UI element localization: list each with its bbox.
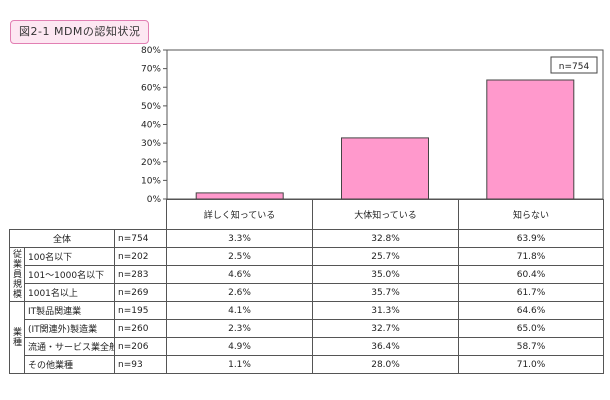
table-cell: 2.5% — [166, 247, 314, 266]
row-n: n=195 — [113, 301, 168, 320]
header-blank — [10, 200, 167, 230]
row-n: n=260 — [113, 319, 168, 338]
table-cell: 36.4% — [312, 337, 460, 356]
row-label: 101～1000名以下 — [24, 265, 115, 284]
y-tick-label: 10% — [141, 176, 161, 186]
row-n: n=269 — [113, 283, 168, 302]
bar-3 — [486, 79, 575, 200]
row-n: n=754 — [113, 229, 168, 248]
bar-1 — [195, 192, 284, 200]
row-n: n=206 — [113, 337, 168, 356]
y-tick-label: 70% — [141, 65, 161, 75]
table-cell: 58.7% — [458, 337, 605, 356]
n-label: n=754 — [559, 62, 590, 72]
y-tick-label: 40% — [141, 121, 161, 131]
table-cell: 60.4% — [458, 265, 605, 284]
table-row: (IT関連外)製造業 n=260 2.3% 32.7% 65.0% — [10, 319, 605, 338]
table-header-row: 詳しく知っている 大体知っている 知らない — [10, 199, 605, 230]
table-cell: 61.7% — [458, 283, 605, 302]
row-label: IT製品関連業 — [24, 301, 115, 320]
table-cell: 71.8% — [458, 247, 605, 266]
table-cell: 2.3% — [166, 319, 314, 338]
table-cell: 31.3% — [312, 301, 460, 320]
row-n: n=93 — [113, 355, 168, 374]
table-cell: 3.3% — [166, 229, 314, 248]
row-n: n=202 — [113, 247, 168, 266]
table-cell: 4.6% — [166, 265, 314, 284]
table-cell: 35.7% — [312, 283, 460, 302]
row-label: 100名以下 — [24, 247, 115, 266]
table-row: 全体 n=754 3.3% 32.8% 63.9% — [9, 229, 605, 248]
y-tick-label: 0% — [147, 195, 162, 205]
table-row: 1001名以上 n=269 2.6% 35.7% 61.7% — [10, 283, 605, 302]
y-tick-label: 60% — [141, 83, 161, 93]
row-label: その他業種 — [24, 355, 115, 374]
table-cell: 32.8% — [312, 229, 460, 248]
table-cell: 63.9% — [458, 229, 605, 248]
table-cell: 4.1% — [166, 301, 314, 320]
table-row: 流通・サービス業全般 n=206 4.9% 36.4% 58.7% — [10, 337, 605, 356]
column-header: 知らない — [458, 199, 605, 230]
row-label: 1001名以上 — [24, 283, 115, 302]
data-table: 詳しく知っている 大体知っている 知らない 全体 n=754 3.3% 32.8% 63.9%… — [9, 199, 605, 374]
row-group-label: 業種 — [9, 301, 25, 374]
row-label: 全体 — [9, 229, 115, 248]
table-cell: 28.0% — [312, 355, 460, 374]
y-tick-label: 20% — [141, 158, 161, 168]
y-tick-label: 30% — [141, 139, 161, 149]
table-cell: 71.0% — [458, 355, 605, 374]
table-cell: 35.0% — [312, 265, 460, 284]
bar-2 — [341, 137, 429, 200]
table-cell: 32.7% — [312, 319, 460, 338]
y-tick-label: 80% — [141, 46, 161, 56]
table-row: 従業員規模 100名以下 n=202 2.5% 25.7% 71.8% — [9, 247, 605, 302]
n-label-box: n=754 — [550, 56, 598, 74]
y-tick-label: 50% — [141, 102, 161, 112]
row-group-label: 従業員規模 — [9, 247, 25, 302]
table-cell: 25.7% — [312, 247, 460, 266]
column-header: 詳しく知っている — [166, 199, 314, 230]
table-row: その他業種 n=93 1.1% 28.0% 71.0% — [10, 355, 605, 374]
table-cell: 64.6% — [458, 301, 605, 320]
table-row: 101～1000名以下 n=283 4.6% 35.0% 60.4% — [10, 265, 605, 284]
row-label: 流通・サービス業全般 — [24, 337, 115, 356]
table-cell: 2.6% — [166, 283, 314, 302]
bars — [195, 79, 575, 200]
table-cell: 65.0% — [458, 319, 605, 338]
y-axis: 0% 10% 20% 30% 40% 50% 60% 70% 80% — [141, 46, 604, 205]
table-row: 業種 IT製品関連業 n=195 4.1% 31.3% 64.6% — [9, 301, 605, 374]
row-label: (IT関連外)製造業 — [24, 319, 115, 338]
column-header: 大体知っている — [312, 199, 460, 230]
table-cell: 1.1% — [166, 355, 314, 374]
row-n: n=283 — [113, 265, 168, 284]
figure-title: 図2-1 MDMの認知状況 — [10, 20, 150, 44]
table-cell: 4.9% — [166, 337, 314, 356]
